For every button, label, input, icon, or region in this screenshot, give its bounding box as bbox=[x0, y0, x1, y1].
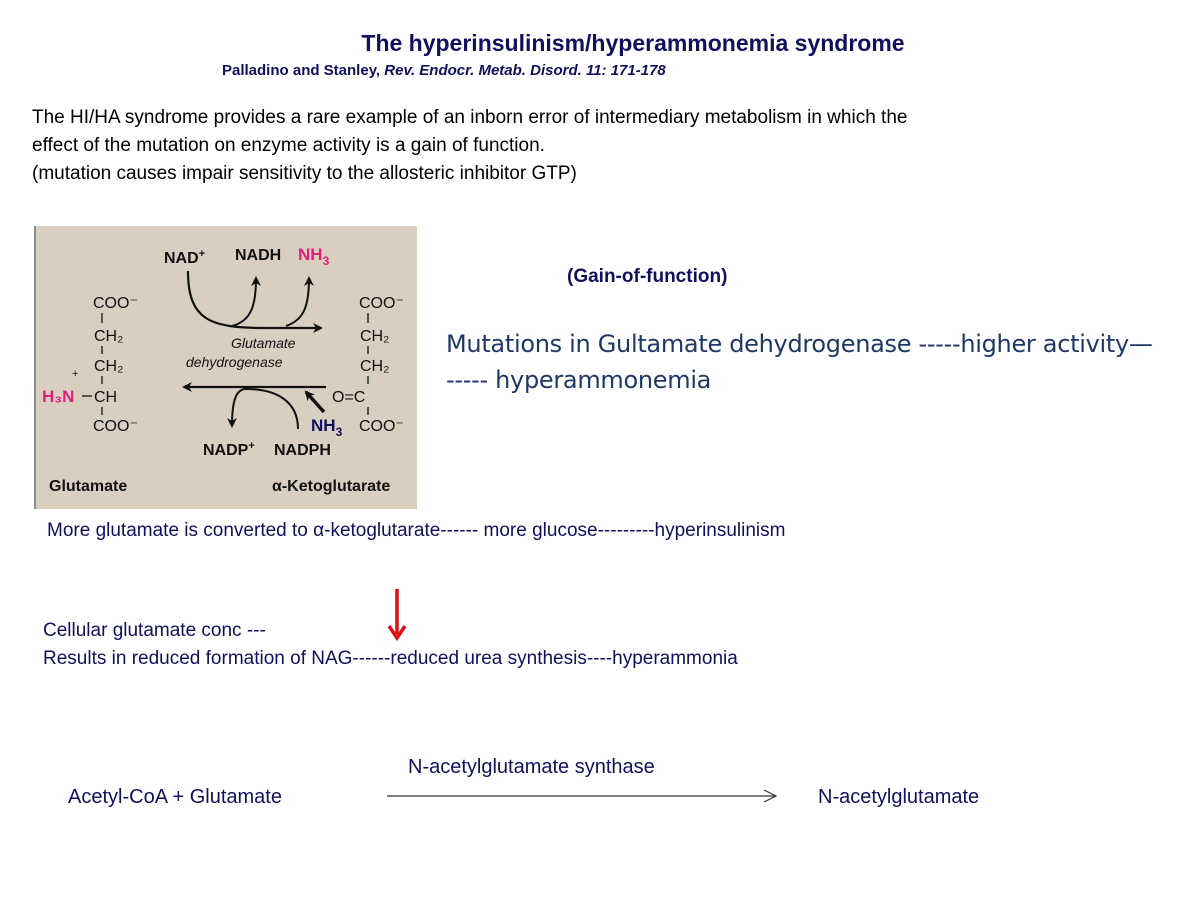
citation: Palladino and Stanley, Rev. Endocr. Meta… bbox=[222, 62, 666, 79]
left-h3n: H₃N bbox=[42, 387, 74, 406]
nadp-plus-label: NADP+ bbox=[203, 440, 255, 459]
gain-of-function-label: (Gain-of-function) bbox=[567, 266, 728, 287]
mutation-line-2: ----- hyperammonemia bbox=[446, 366, 712, 394]
nh3-top-label: NH3 bbox=[298, 245, 330, 268]
left-ch2-b: CH₂ bbox=[94, 358, 123, 375]
right-oc: O=C bbox=[332, 389, 365, 406]
glutamate-label: Glutamate bbox=[49, 478, 127, 495]
reaction-product: N-acetylglutamate bbox=[818, 786, 980, 808]
nadh-label: NADH bbox=[235, 247, 281, 264]
intro-line-2: effect of the mutation on enzyme activit… bbox=[32, 135, 545, 156]
left-ch: CH bbox=[94, 389, 117, 406]
nh3-input-arrow bbox=[304, 390, 326, 414]
right-ch2-a: CH₂ bbox=[360, 328, 389, 345]
left-ch2-a: CH₂ bbox=[94, 328, 123, 345]
enzyme-label-line-2: dehydrogenase bbox=[186, 354, 283, 370]
gdh-reaction-svg: NAD+ NADH NH3 Glutamate dehydrogenase NH… bbox=[42, 245, 404, 495]
decrease-arrow-icon bbox=[387, 589, 407, 642]
nadh-curve-arrow bbox=[231, 276, 261, 327]
gdh-reaction-diagram: NAD+ NADH NH3 Glutamate dehydrogenase NH… bbox=[34, 226, 417, 509]
reaction-enzyme-label: N-acetylglutamate synthase bbox=[408, 756, 655, 778]
mutation-line-1: Mutations in Gultamate dehydrogenase ---… bbox=[446, 330, 1153, 358]
cellular-glutamate-text: Cellular glutamate conc --- bbox=[43, 620, 266, 641]
forward-arrow bbox=[186, 270, 323, 333]
nadph-curve-arrow bbox=[227, 387, 299, 430]
right-coo-bottom: COO⁻ bbox=[359, 418, 404, 435]
slide-title: The hyperinsulinism/hyperammonemia syndr… bbox=[361, 30, 905, 56]
ketoglutarate-label: α-Ketoglutarate bbox=[272, 478, 390, 495]
right-coo-top: COO⁻ bbox=[359, 295, 404, 312]
citation-journal: Rev. Endocr. Metab. Disord. 11: 171-178 bbox=[384, 62, 666, 79]
reaction-arrow-icon bbox=[387, 789, 778, 803]
citation-authors: Palladino and Stanley, bbox=[222, 62, 381, 79]
nh3-bottom-label: NH3 bbox=[311, 416, 343, 439]
reaction-substrates: Acetyl-CoA + Glutamate bbox=[68, 786, 282, 808]
left-coo-bottom: COO⁻ bbox=[93, 418, 138, 435]
left-coo-top: COO⁻ bbox=[93, 295, 138, 312]
enzyme-label-line-1: Glutamate bbox=[231, 335, 296, 351]
intro-line-3: (mutation causes impair sensitivity to t… bbox=[32, 163, 577, 184]
intro-line-1: The HI/HA syndrome provides a rare examp… bbox=[32, 107, 908, 128]
more-glutamate-text: More glutamate is converted to α-ketoglu… bbox=[47, 520, 786, 541]
results-text: Results in reduced formation of NAG-----… bbox=[43, 648, 738, 669]
nh3-release-arrow bbox=[285, 276, 314, 327]
right-ch2-b: CH₂ bbox=[360, 358, 389, 375]
nadph-label: NADPH bbox=[274, 442, 331, 459]
nad-plus-label: NAD+ bbox=[164, 248, 205, 267]
left-plus: + bbox=[72, 368, 78, 380]
